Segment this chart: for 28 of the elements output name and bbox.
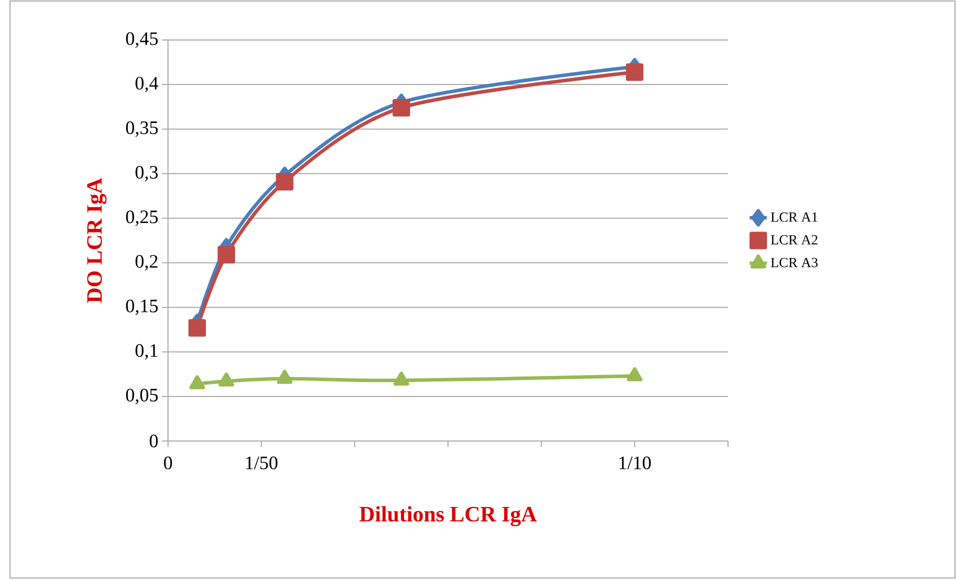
y-tick-label: 0,2: [136, 255, 158, 271]
point: [392, 98, 410, 116]
x-axis-title: Dilutions LCR IgA: [359, 506, 537, 526]
x-tick-label: 1/10: [620, 456, 651, 470]
point: [218, 372, 234, 387]
y-tick-label: 0,45: [126, 32, 158, 48]
y-tick-label: 0,4: [136, 76, 158, 92]
point: [189, 375, 205, 390]
y-tick-label: 0,05: [126, 388, 158, 404]
point: [626, 63, 644, 81]
point: [394, 372, 410, 386]
legend-label: LCR A2: [770, 235, 818, 245]
y-tick-label: 0,1: [136, 344, 158, 360]
legend-label: LCR A3: [770, 258, 818, 268]
y-tick-label: 0,3: [136, 166, 158, 182]
y-tick-label: 0: [150, 434, 158, 448]
x-tick-label: 1/50: [246, 456, 278, 470]
y-tick-label: 0,35: [126, 121, 158, 137]
point: [276, 370, 292, 384]
point: [188, 319, 206, 337]
point: [276, 172, 294, 190]
legend-label: LCR A1: [770, 212, 818, 222]
y-tick-label: 0,15: [126, 300, 158, 316]
point: [626, 367, 642, 382]
point: [218, 246, 236, 264]
x-tick-label: 0: [164, 456, 172, 470]
y-axis-title: DO LCR IgA: [87, 178, 107, 303]
y-tick-label: 0,25: [126, 210, 158, 226]
